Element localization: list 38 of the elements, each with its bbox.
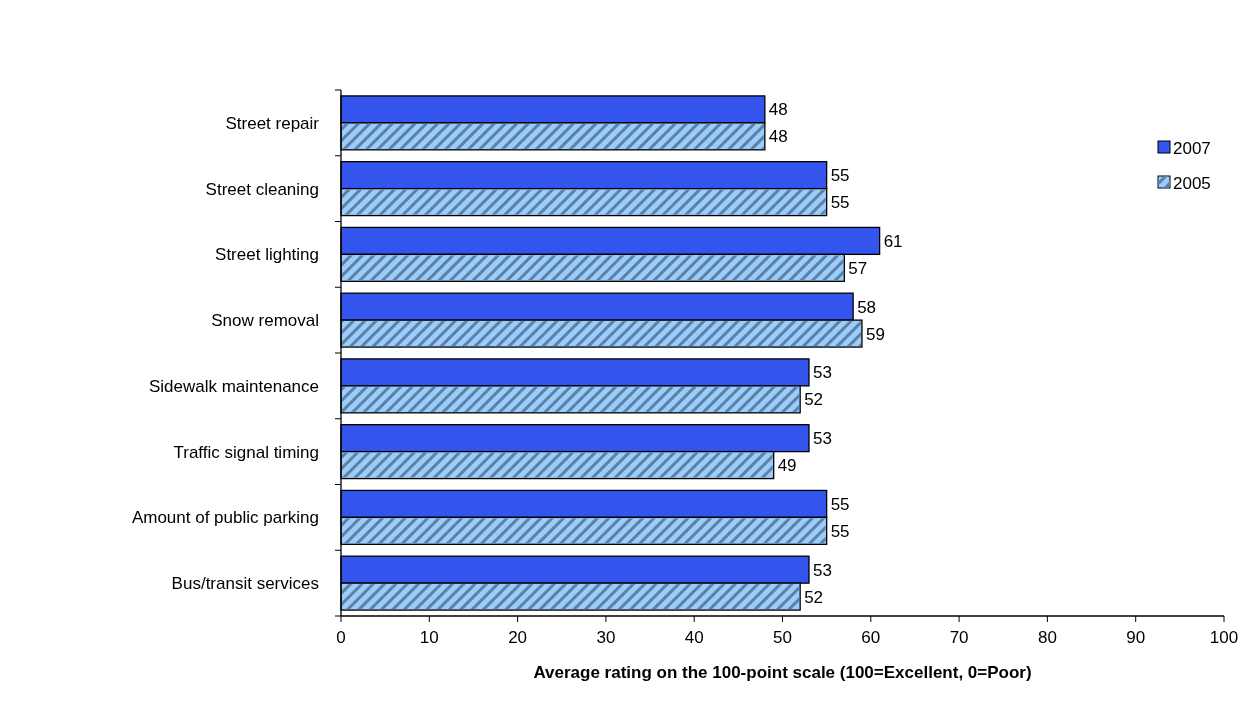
y-tick-label: Sidewalk maintenance: [148, 376, 319, 396]
data-label: 58: [857, 297, 877, 317]
x-tick-label: 100: [1209, 628, 1239, 647]
data-label: 55: [830, 494, 850, 514]
y-tick-label: Street repair: [225, 113, 320, 133]
data-label: 48: [768, 127, 788, 147]
data-label: 52: [804, 587, 824, 607]
legend-label: 2005: [1173, 173, 1211, 193]
data-label: 53: [812, 429, 832, 449]
data-label: 57: [848, 258, 868, 278]
y-tick-label: Street cleaning: [205, 179, 319, 199]
y-tick-label: Street lighting: [215, 245, 319, 265]
data-label: 59: [865, 324, 885, 344]
y-tick-label: Snow removal: [211, 311, 319, 331]
data-label: 53: [812, 363, 832, 383]
x-tick-label: 40: [684, 628, 704, 647]
y-tick-label: Traffic signal timing: [173, 442, 319, 462]
legend-label: 2007: [1173, 138, 1211, 158]
data-label: 49: [777, 456, 797, 476]
x-tick-label: 60: [861, 628, 881, 647]
data-label: 48: [768, 100, 788, 120]
x-tick-label: 90: [1126, 628, 1146, 647]
x-tick-label: 80: [1037, 628, 1057, 647]
x-tick-label: 50: [773, 628, 792, 647]
x-tick-label: 10: [419, 628, 439, 647]
data-label: 53: [812, 560, 832, 580]
x-tick-label: 70: [949, 628, 969, 647]
data-label: 55: [830, 166, 850, 186]
x-tick-label: 20: [508, 628, 528, 647]
data-label: 55: [830, 193, 850, 213]
data-label: 55: [830, 521, 850, 541]
x-axis-title: Average rating on the 100-point scale (100=Excellent, 0=Poor): [533, 663, 1032, 682]
data-label: 61: [883, 231, 903, 251]
y-tick-label: Amount of public parking: [131, 508, 319, 528]
x-tick-label: 30: [596, 628, 616, 647]
data-label: 52: [804, 390, 824, 410]
y-tick-label: Bus/transit services: [171, 574, 319, 594]
x-tick-label: 0: [336, 628, 346, 647]
